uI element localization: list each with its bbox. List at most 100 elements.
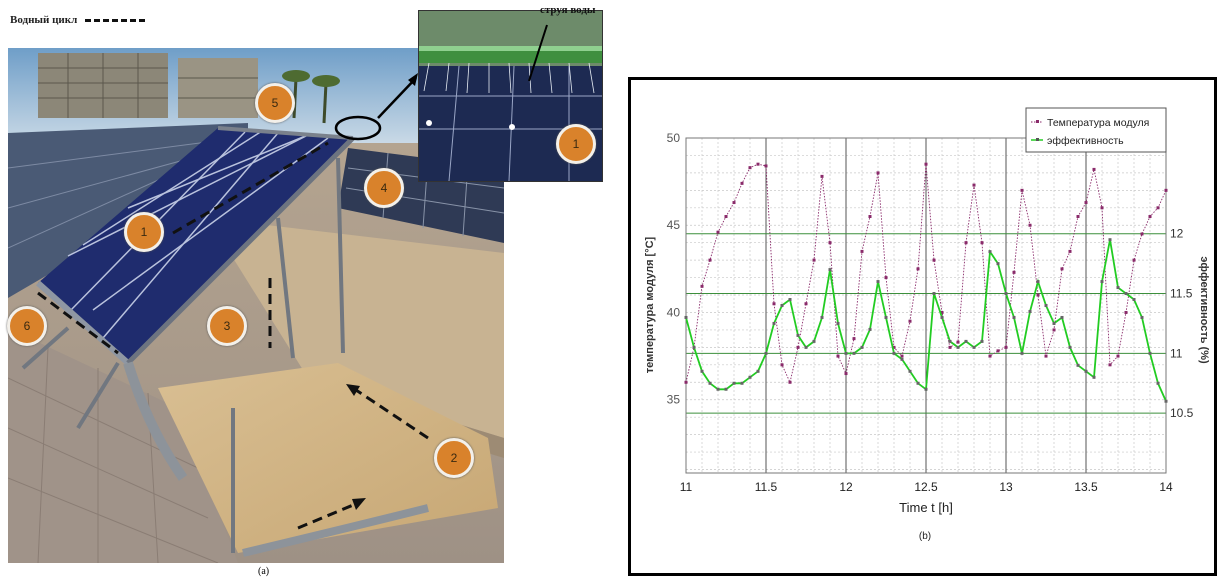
efficiency-point xyxy=(1116,286,1120,290)
temperature-point xyxy=(1012,270,1016,274)
temperature-point xyxy=(716,230,720,234)
x-tick-label: 11.5 xyxy=(755,480,778,494)
efficiency-point xyxy=(796,333,800,337)
badge-3: 3 xyxy=(207,306,247,346)
efficiency-point xyxy=(804,345,808,349)
temperature-point xyxy=(924,162,928,166)
efficiency-point xyxy=(1100,280,1104,284)
efficiency-point xyxy=(1124,292,1128,296)
efficiency-point xyxy=(876,280,880,284)
temperature-point xyxy=(732,201,736,205)
temperature-point xyxy=(724,215,728,219)
efficiency-point xyxy=(1148,351,1152,355)
legend-temp-marker xyxy=(1036,120,1039,123)
temperature-point xyxy=(1020,188,1024,192)
y-right-tick-label: 11.5 xyxy=(1170,287,1193,301)
temperature-point xyxy=(796,345,800,349)
efficiency-point xyxy=(684,315,688,319)
temperature-point xyxy=(820,174,824,178)
efficiency-point xyxy=(940,315,944,319)
badge-5: 5 xyxy=(255,83,295,123)
dashed-line-icon xyxy=(85,18,146,22)
efficiency-point xyxy=(812,339,816,343)
efficiency-point xyxy=(724,387,728,391)
efficiency-point xyxy=(932,292,936,296)
temperature-point xyxy=(1076,215,1080,219)
efficiency-point xyxy=(908,369,912,373)
efficiency-point xyxy=(1108,238,1112,242)
efficiency-point xyxy=(740,381,744,385)
temperature-point xyxy=(852,337,856,341)
efficiency-point xyxy=(1084,369,1088,373)
efficiency-point xyxy=(820,315,824,319)
temperature-point xyxy=(788,380,792,384)
efficiency-point xyxy=(852,351,856,355)
x-tick-labels: 11 11.5 12 12.5 13 13.5 14 xyxy=(680,480,1173,494)
temperature-point xyxy=(900,354,904,358)
efficiency-point xyxy=(692,345,696,349)
y-left-tick-label: 45 xyxy=(667,218,681,232)
efficiency-point xyxy=(948,339,952,343)
efficiency-point xyxy=(884,315,888,319)
chart-frame: 11 11.5 12 12.5 13 13.5 14 35 40 45 50 10.5 11 11.5… xyxy=(628,77,1217,576)
temperature-point xyxy=(1140,232,1144,236)
efficiency-point xyxy=(1036,280,1040,284)
temperature-point xyxy=(956,340,960,344)
temperature-point xyxy=(948,345,952,349)
efficiency-point xyxy=(1028,309,1032,313)
temperature-point xyxy=(1068,249,1072,253)
x-tick-label: 11 xyxy=(680,480,693,494)
temperature-point xyxy=(772,302,776,306)
temperature-point xyxy=(988,354,992,358)
temperature-point xyxy=(1092,167,1096,171)
water-cycle-legend: Водный цикл xyxy=(10,14,146,26)
legend-eff-marker xyxy=(1036,138,1039,141)
temperature-point xyxy=(892,345,896,349)
temperature-efficiency-chart: 11 11.5 12 12.5 13 13.5 14 35 40 45 50 10.5 11 11.5… xyxy=(644,107,1210,542)
legend-eff-label: эффективность xyxy=(1047,135,1124,147)
efficiency-point xyxy=(1140,315,1144,319)
temperature-point xyxy=(1084,201,1088,205)
temperature-point xyxy=(932,258,936,262)
efficiency-point xyxy=(1052,321,1056,325)
y-right-tick-label: 12 xyxy=(1170,227,1184,241)
badge-2: 2 xyxy=(434,438,474,478)
major-grid xyxy=(685,138,1167,473)
efficiency-point xyxy=(748,375,752,379)
efficiency-point xyxy=(1068,345,1072,349)
x-tick-label: 14 xyxy=(1159,480,1173,494)
efficiency-point xyxy=(780,304,784,307)
y-right-axis-label: эффективность (%) xyxy=(1198,256,1210,364)
efficiency-point xyxy=(996,262,1000,266)
temperature-point xyxy=(1116,354,1120,358)
temperature-point xyxy=(1036,293,1040,297)
efficiency-point xyxy=(868,327,872,331)
y-left-tick-label: 50 xyxy=(667,131,681,145)
temperature-point xyxy=(1148,215,1152,219)
temperature-point xyxy=(1004,345,1008,349)
temperature-point xyxy=(764,164,768,168)
y-right-tick-label: 10.5 xyxy=(1170,406,1194,420)
efficiency-point xyxy=(988,250,992,254)
efficiency-point xyxy=(1164,399,1168,403)
y-left-tick-label: 35 xyxy=(667,393,681,407)
temperature-point xyxy=(1108,363,1112,367)
temperature-point xyxy=(804,302,808,306)
temperature-point xyxy=(1132,258,1136,262)
efficiency-point xyxy=(1020,351,1024,355)
efficiency-point xyxy=(1012,315,1016,319)
temperature-point xyxy=(1052,328,1056,332)
temperature-point xyxy=(996,349,1000,353)
caption-a: (a) xyxy=(258,566,270,577)
efficiency-point xyxy=(1156,381,1160,385)
efficiency-point xyxy=(1132,298,1136,302)
temperature-point xyxy=(700,284,704,288)
temperature-point xyxy=(844,372,848,376)
efficiency-point xyxy=(900,357,904,361)
chart-legend: Температура модуля эффективность xyxy=(1025,107,1167,153)
temperature-point xyxy=(828,241,832,245)
x-tick-label: 13.5 xyxy=(1074,480,1098,494)
efficiency-point xyxy=(916,381,920,385)
y-left-axis-label: температура модуля [°C] xyxy=(644,236,656,373)
efficiency-point xyxy=(732,381,736,385)
